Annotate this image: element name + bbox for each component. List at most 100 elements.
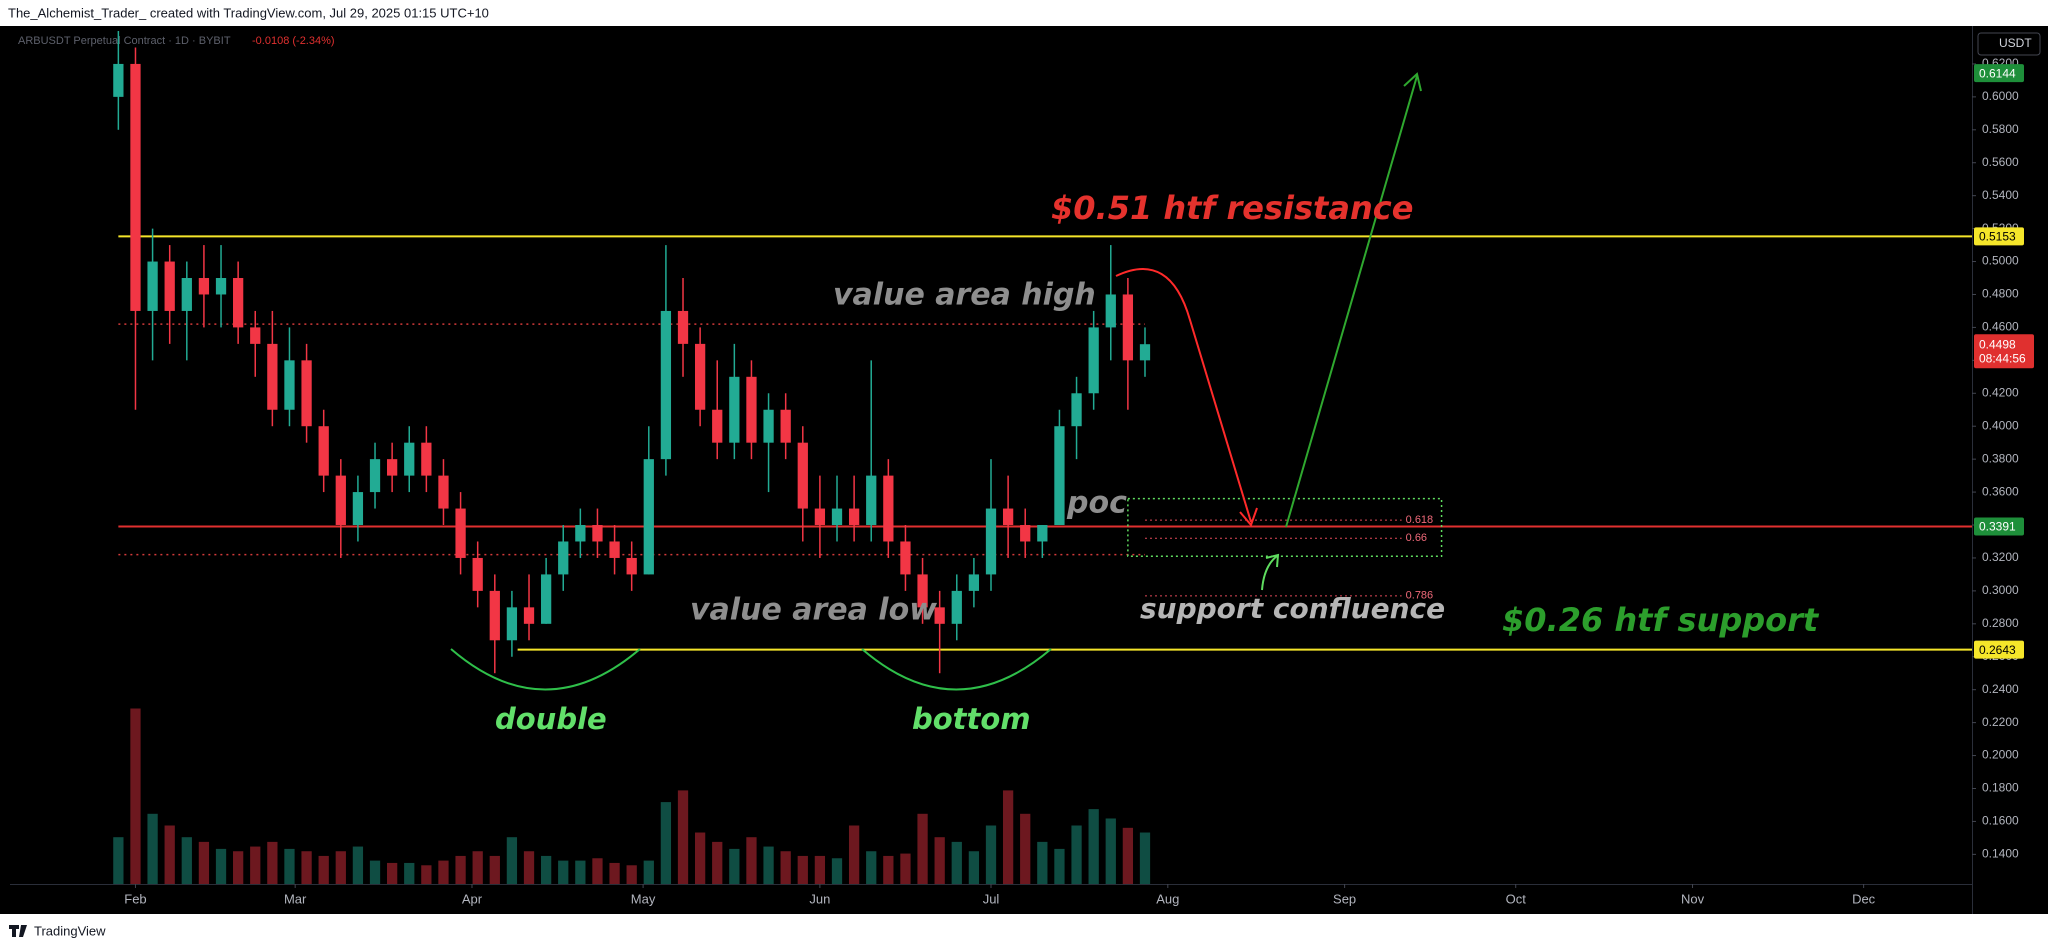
candle-body [421,442,432,476]
candles [113,31,1151,674]
candle-body [968,574,980,591]
volume-bar [900,853,911,884]
volume-bar [352,846,364,884]
candle-body [831,508,843,526]
x-tick-label: Feb [124,891,146,906]
annotation-resistance: $0.51 htf resistance [1051,189,1413,227]
x-tick-label: Aug [1156,891,1179,906]
symbol-legend: ARBUSDT Perpetual Contract · 1D · BYBIT [18,35,231,47]
candle-body [866,475,877,526]
candle-body [951,590,962,624]
candle-body [489,590,500,641]
candle-body [883,475,894,542]
candle-body [387,459,398,476]
volume-bar [250,846,261,884]
y-tick-label: 0.2400 [1982,682,2019,696]
volume-bar [729,848,740,884]
annotations: $0.51 htf resistance value area high poc… [495,189,1820,736]
volume-bar [934,837,945,884]
volume-bar [113,837,124,884]
annotation-confluence: support confluence [1140,592,1445,625]
y-tick-label: 0.3800 [1982,451,2019,465]
candle-body [113,63,124,97]
volume-bar [643,860,654,884]
volume [113,708,1151,884]
footer-bar [0,914,2048,949]
volume-bar [1071,825,1082,884]
volume-bar [866,851,877,884]
double-bottom-arc [450,648,641,691]
y-tick-label: 0.5800 [1982,122,2019,136]
currency-box[interactable] [1977,32,2041,56]
y-tick-label: 0.4800 [1982,287,2019,301]
annotation-support: $0.26 htf support [1502,601,1820,639]
volume-bar [883,855,894,884]
y-tick-label: 0.3000 [1982,583,2019,597]
green-arrow-head [1403,72,1422,92]
x-tick-label: Jun [809,891,830,906]
x-tick-label: May [631,891,656,906]
candle-body [917,574,928,608]
candle-body [763,409,774,443]
candle-body [934,607,945,624]
candle-body [523,607,535,624]
volume-bar [848,825,860,884]
candle-body [1002,508,1014,526]
axis-price-label: 0.2643 [1979,643,2016,657]
candle-body [626,557,637,575]
volume-bar [369,860,381,884]
volume-bar [130,708,141,884]
candle-body [147,261,158,311]
candle-body [1071,393,1082,427]
volume-bar [746,837,757,884]
y-tick-label: 0.3600 [1982,484,2019,498]
volume-bar [575,860,586,884]
volume-bar [267,841,278,884]
candle-body [506,607,518,641]
candle-body [660,310,672,460]
currency-label[interactable]: USDT [1999,36,2032,50]
y-tick-label: 0.1800 [1982,781,2019,795]
volume-bar [455,855,466,884]
axis-price-tag [1974,517,2024,536]
fib-label: 0.66 [1406,532,1427,544]
volume-bar [780,851,791,884]
candle-body [558,541,569,575]
y-tick-label: 0.4000 [1982,418,2019,432]
candle-body [181,278,192,311]
axis-price-label: 0.5153 [1979,230,2016,244]
y-tick-label: 0.4600 [1982,320,2019,334]
volume-bar [1054,848,1065,884]
candle-body [250,327,261,344]
volume-bar [198,841,210,884]
annotation-vah: value area high [833,278,1096,313]
x-tick-label: Nov [1681,891,1705,906]
annotation-poc: poc [1066,486,1127,521]
last-price-tag [1974,334,2034,369]
candle-body [985,508,997,575]
volume-bar [1105,818,1116,884]
volume-bar [233,851,244,884]
volume-bar [387,862,398,884]
candle-body [455,508,466,558]
y-tick-label: 0.5000 [1982,254,2019,268]
volume-bar [421,865,432,884]
fib-label: 0.786 [1406,590,1434,602]
x-tick-label: Dec [1852,891,1876,906]
candle-body [746,376,757,443]
volume-bar [968,851,980,884]
candle-body [1139,344,1151,361]
volume-bar [1122,827,1134,884]
volume-bar [712,841,723,884]
candle-body [780,409,791,443]
candle-body [1054,426,1065,526]
axis-price-label: 0.3391 [1979,520,2016,534]
change-legend: -0.0108 (-2.34%) [252,35,335,47]
axis-price-tag [1974,227,2024,246]
header-text: The_Alchemist_Trader_ created with Tradi… [8,5,489,20]
candle-body [438,475,449,509]
candle-body [404,442,415,476]
candle-body [267,343,278,410]
y-tick-label: 0.1400 [1982,847,2019,861]
